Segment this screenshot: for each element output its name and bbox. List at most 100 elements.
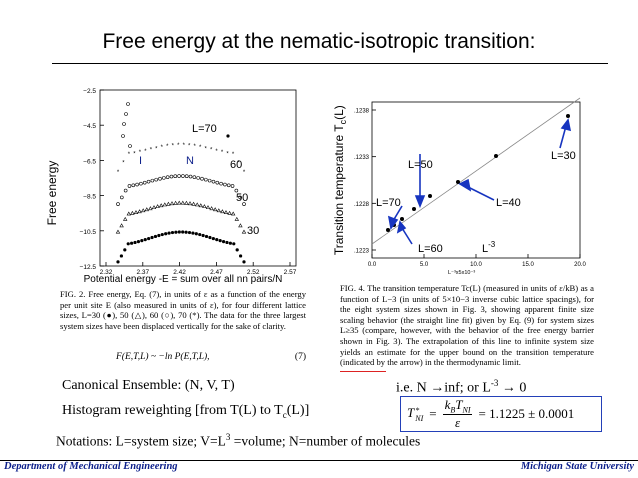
fig4-point	[386, 228, 390, 232]
histogram-reweighting: Histogram reweighting [from T(L) to Tc(L…	[62, 403, 309, 420]
fig2-point	[207, 178, 212, 183]
fig4-point	[566, 114, 570, 118]
fig2-point	[133, 240, 137, 245]
fig2-point	[218, 239, 222, 243]
fig2-point	[143, 238, 147, 242]
fig2-equation: F(E,T,L) ~ −ln P(E,T,L),	[116, 352, 210, 362]
fig2-point	[119, 254, 124, 258]
fig2-xtick-label: 2.37	[136, 269, 149, 276]
formula-denominator: ε	[454, 415, 461, 431]
fig2-label-i: I	[139, 155, 142, 167]
fig2-point	[120, 195, 124, 200]
fig2-label-30: 30	[247, 225, 259, 237]
fig2-xtick-label: 2.57	[284, 269, 297, 276]
fig2-point	[169, 174, 174, 179]
fig2-point	[116, 202, 120, 206]
footer-department: Department of Mechanical Engineering	[4, 461, 178, 472]
formula-k: k	[444, 396, 451, 412]
fig2-point	[153, 234, 158, 239]
histogram-text: Histogram reweighting [from T(L) to T	[62, 403, 283, 418]
fig2-point	[204, 234, 209, 239]
formula-lhs-t: T	[407, 405, 415, 421]
fig2-point	[198, 203, 204, 208]
histogram-tail: (L)]	[286, 403, 310, 418]
fig2-point	[173, 200, 178, 205]
fig4-label-lpow: L-3	[482, 240, 496, 255]
fig2-point: *	[210, 148, 213, 154]
formula-t: T	[455, 396, 463, 412]
fig2-point: *	[215, 149, 218, 155]
fig2-point	[121, 134, 125, 138]
fig4-fit-line	[371, 97, 581, 245]
fig2-point	[123, 188, 128, 193]
fig2-point	[137, 209, 142, 214]
fig2-point	[228, 241, 232, 245]
fig2-point	[180, 200, 186, 205]
fig2-ytick-label: −6.5	[83, 158, 96, 165]
fig2-plot: −2.5 −4.5 −6.5 −8.5 −10.5 −12.52.32 2.37 2.42 2.…	[80, 88, 297, 276]
fig2-point	[242, 260, 246, 264]
left-xlabel: Potential energy -E = sum over all nn pa…	[83, 274, 283, 285]
fig2-point: *	[155, 146, 158, 152]
fig4-plot: .1238 .1233 .1228 .1223 0.0 5.0 10.0 15.0 20.0 L…	[354, 97, 586, 276]
fig2-point	[164, 232, 168, 236]
fig2-point	[181, 230, 185, 234]
thermo-limit-text: i.e. N →inf; or L	[396, 380, 491, 396]
fig4-label-l30: L=30	[551, 150, 576, 162]
fig4-xtick-label: 10.0	[470, 262, 482, 268]
fig2-point	[187, 230, 192, 235]
footer-rule	[0, 460, 638, 461]
fig4-ytick-label: .1238	[354, 109, 370, 115]
left-ylabel-text: Free energy	[45, 160, 59, 226]
fig2-point	[174, 230, 178, 234]
fig2-point: *	[226, 151, 229, 157]
fig2-point	[221, 240, 226, 244]
fig2-point: *	[150, 148, 153, 154]
fig4-point	[494, 154, 498, 158]
fig2-point	[177, 230, 181, 234]
fig2-equation-number: (7)	[294, 352, 306, 362]
footer-university: Michigan State University	[520, 461, 634, 472]
fig4-ytick-label: .1233	[354, 155, 370, 161]
fig2-ytick-label: −10.5	[80, 229, 97, 236]
fig2-point	[242, 202, 246, 206]
fig2-point: *	[144, 149, 147, 155]
fig4-label-l50: L=50	[408, 159, 433, 171]
notations-a: Notations: L=system size; V=L	[56, 433, 226, 449]
fig2-point	[202, 204, 207, 209]
fig2-point	[115, 229, 121, 234]
fig2-point	[232, 242, 236, 246]
fig2-points: *** * * * * * * * * * * * * * * * * * * ***	[115, 102, 247, 264]
fig4-point	[412, 207, 416, 211]
formula-k-sub: B	[450, 405, 456, 415]
caption-red-underline	[340, 371, 386, 372]
fig2-point: *	[194, 144, 197, 150]
fig4-frame	[371, 101, 581, 259]
fig2-point	[169, 201, 175, 206]
fig2-point	[162, 202, 168, 207]
fig2-point	[119, 223, 124, 228]
fig2-point	[219, 181, 223, 186]
fig2-point	[211, 179, 216, 184]
fig2-point	[157, 233, 161, 238]
fig4-label-l40: L=40	[496, 197, 521, 209]
notations-b: =volume; N=number of molecules	[230, 433, 421, 449]
fig2-point	[124, 112, 128, 116]
fig2-point	[230, 211, 236, 216]
fig2-point	[194, 202, 200, 207]
formula-lhs-sub: NI	[415, 413, 424, 423]
fig2-point	[133, 210, 139, 214]
fig4-xtick-label: 0.0	[368, 262, 377, 268]
fig2-point	[135, 182, 139, 187]
fig2-point	[187, 201, 193, 206]
formula-rhs: = 1.1225 ± 0.0001	[478, 406, 575, 421]
fig2-equation-row: F(E,T,L) ~ −ln P(E,T,L), (7)	[116, 352, 306, 362]
histogram-sub: c	[282, 409, 287, 420]
fig2-xtick-label: 2.32	[100, 269, 113, 276]
fig2-point	[140, 239, 144, 243]
fig2-point	[204, 177, 208, 182]
fig2-point	[170, 230, 175, 235]
fig2-point	[140, 208, 146, 213]
fig2-point	[177, 174, 181, 178]
fig2-point	[241, 229, 247, 234]
